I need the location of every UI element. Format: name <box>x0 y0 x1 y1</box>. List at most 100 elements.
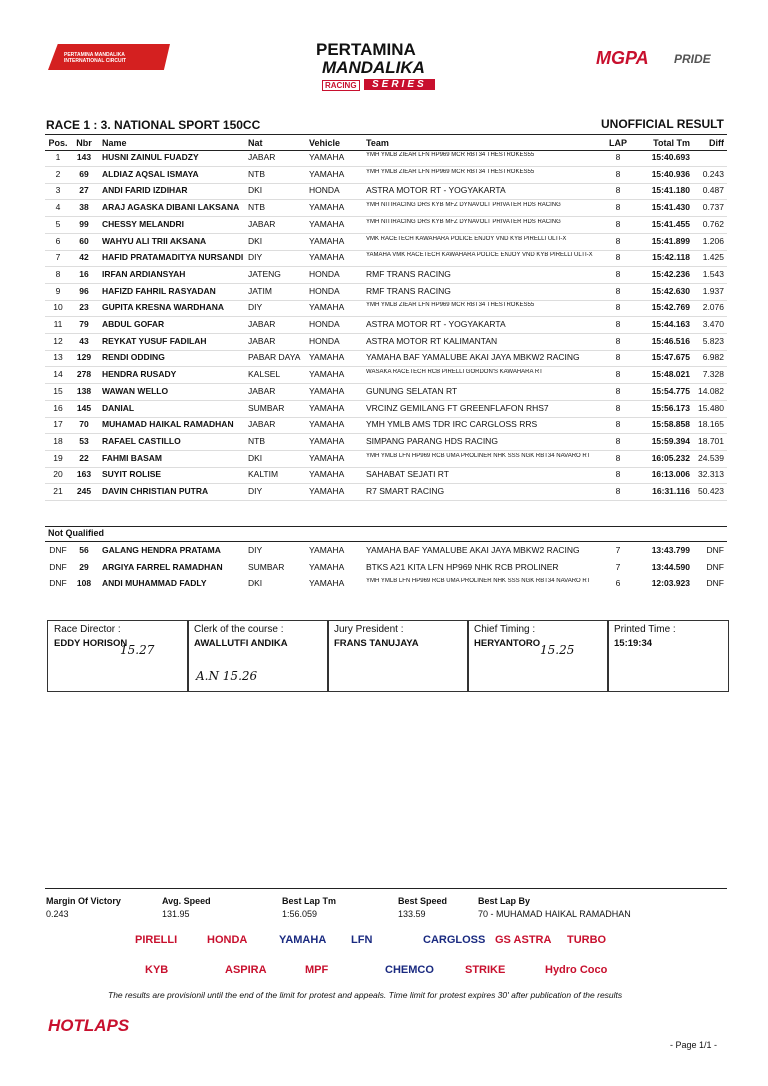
name: FAHMI BASAM <box>102 452 162 463</box>
vehicle: YAMAHA <box>309 235 345 246</box>
total-time: 15:42.769 <box>651 302 690 313</box>
total-time: 15:54.775 <box>651 385 690 396</box>
name: ABDUL GOFAR <box>102 319 165 329</box>
lap: 8 <box>615 285 621 296</box>
row-rule <box>45 216 727 218</box>
total-time: 15:41.455 <box>651 218 690 229</box>
total-time: 15:41.899 <box>651 235 690 246</box>
diff: 5.823 <box>702 335 724 346</box>
nat: JABAR <box>248 152 276 162</box>
vehicle: HONDA <box>309 335 340 346</box>
pos: 11 <box>53 319 63 329</box>
sponsor-logo: PIRELLI <box>135 934 178 946</box>
team: YAMAHA BAF YAMALUBE AKAI JAYA MBKW2 RACI… <box>366 545 580 555</box>
nat: DKI <box>248 185 263 196</box>
lap: 8 <box>615 218 621 229</box>
column-header: Total Tm <box>653 138 690 148</box>
name: HENDRA RUSADY <box>102 369 177 380</box>
nat: DIY <box>248 486 263 496</box>
pos: 14 <box>53 369 63 380</box>
lap: 8 <box>615 319 621 329</box>
vehicle: YAMAHA <box>309 578 345 589</box>
total-time: 15:46.516 <box>651 335 690 346</box>
mgpa-logo: MGPA <box>596 48 649 68</box>
handwritten-time: 15.27 <box>120 643 155 657</box>
pos: 9 <box>55 285 61 296</box>
name: GUPITA KRESNA WARDHANA <box>102 302 224 313</box>
nbr: 53 <box>79 435 89 446</box>
vehicle: YAMAHA <box>309 469 345 480</box>
total-time: 15:59.394 <box>651 435 690 446</box>
pos: DNF <box>49 545 67 555</box>
vehicle: YAMAHA <box>309 486 345 496</box>
badge-right: SERIES <box>364 79 435 90</box>
diff: 18.165 <box>698 419 724 430</box>
diff: 1.206 <box>702 235 724 246</box>
diff: 0.762 <box>702 218 724 229</box>
sponsor-logo: ASPIRA <box>225 964 267 976</box>
left-logo: PERTAMINA MANDALIKA INTERNATIONAL CIRCUI… <box>64 52 127 64</box>
diff: DNF <box>706 561 724 572</box>
diff: 15.480 <box>698 402 724 413</box>
name: DAVIN CHRISTIAN PUTRA <box>102 486 209 496</box>
name: HAFID PRATAMADITYA NURSANDI <box>102 252 244 263</box>
diff: 6.982 <box>702 352 724 363</box>
nat: JABAR <box>248 335 276 346</box>
nat: JATENG <box>248 268 281 279</box>
nbr: 79 <box>79 319 89 329</box>
team: GUNUNG SELATAN RT <box>366 385 458 396</box>
nat: DKI <box>248 235 263 246</box>
diff: 3.470 <box>702 319 724 329</box>
official-box: Jury President : FRANS TANUJAYA <box>327 620 469 692</box>
diff: 24.539 <box>698 452 724 463</box>
lap: 8 <box>615 185 621 196</box>
team: YMH YMLB LFN HP969 RCB UMA PROLINER NHK … <box>366 578 591 585</box>
lap: 8 <box>615 302 621 313</box>
team: RMF TRANS RACING <box>366 268 451 279</box>
lap: 8 <box>615 369 621 380</box>
name: WAHYU ALI TRII AKSANA <box>102 235 207 246</box>
lap: 8 <box>615 335 621 346</box>
team: YMH YMLB ZIEAR LFN HP969 MCR RBT34 THEST… <box>366 152 535 158</box>
diff: 18.701 <box>698 435 724 446</box>
pride-logo: PRIDE <box>674 52 711 66</box>
nbr: 23 <box>79 302 89 313</box>
stat-value: 0.243 <box>46 909 69 919</box>
vehicle: YAMAHA <box>309 385 345 396</box>
row-rule <box>45 466 727 468</box>
pos: 16 <box>53 402 63 413</box>
row-rule <box>45 349 727 351</box>
column-header: Nbr <box>76 138 92 148</box>
row-rule <box>45 500 727 501</box>
lap: 8 <box>615 452 621 463</box>
team: R7 SMART RACING <box>366 486 445 496</box>
name: RENDI ODDING <box>102 352 165 363</box>
official-name: 15:19:34 <box>614 638 653 649</box>
nbr: 129 <box>76 352 92 363</box>
nbr: 96 <box>79 285 89 296</box>
diff: 50.423 <box>698 486 724 496</box>
row-rule <box>45 166 727 167</box>
name: HAFIZD FAHRIL RASYADAN <box>102 285 216 296</box>
official-name: EDDY HORISON <box>54 638 128 649</box>
pos: 8 <box>55 268 61 279</box>
pos: 18 <box>53 435 63 446</box>
diff: DNF <box>706 578 724 589</box>
team: ASTRA MOTOR RT - YOGYAKARTA <box>366 319 506 329</box>
nat: NTB <box>248 168 265 179</box>
diff: DNF <box>706 545 724 555</box>
name: MUHAMAD HAIKAL RAMADHAN <box>102 419 234 430</box>
vehicle: YAMAHA <box>309 152 345 162</box>
official-role: Printed Time : <box>614 624 676 635</box>
row-rule <box>45 266 727 268</box>
nat: NTB <box>248 202 265 213</box>
pos: 19 <box>53 452 63 463</box>
stat-value: 133.59 <box>398 909 426 919</box>
pos: 5 <box>55 218 61 229</box>
lap: 8 <box>615 385 621 396</box>
name: CHESSY MELANDRI <box>102 218 185 229</box>
total-time: 15:41.430 <box>651 202 690 213</box>
nat: JABAR <box>248 218 276 229</box>
nat: DIY <box>248 302 263 313</box>
diff: 7.328 <box>702 369 724 380</box>
